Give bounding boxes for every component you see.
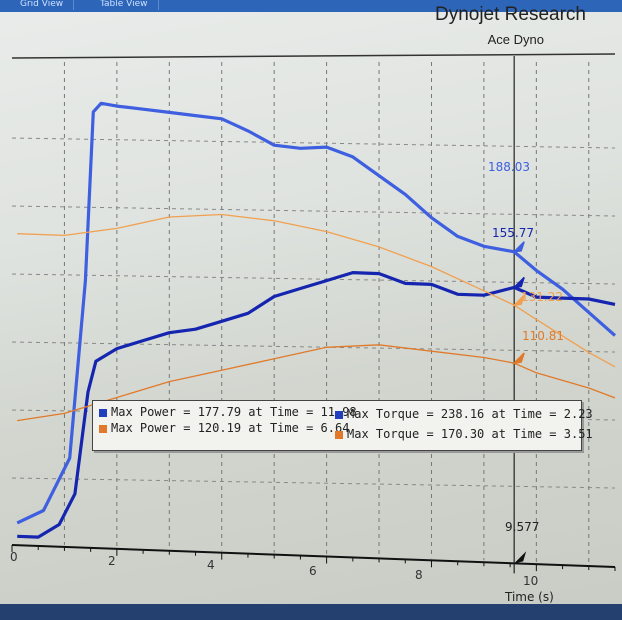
cursor-readout-orange-lower: 110.81 <box>522 329 564 343</box>
x-tick-label: 6 <box>309 564 317 578</box>
series-line-2 <box>17 271 616 539</box>
legend-row-2b: Max Torque = 170.30 at Time = 3.51 <box>335 427 593 441</box>
legend-row-1: Max Power = 177.79 at Time = 11.98 <box>99 405 357 419</box>
x-tick-label: 4 <box>207 558 215 572</box>
x-tick-label: 0 <box>10 550 18 564</box>
legend-swatch <box>335 410 343 419</box>
bottom-window-bar <box>0 604 622 620</box>
grid-line-horizontal <box>11 477 616 489</box>
cursor-readout-blue-upper: 188.03 <box>488 160 530 174</box>
x-tick-label: 10 <box>523 574 539 588</box>
page-subtitle: Ace Dyno <box>487 32 544 47</box>
cursor-axis-marker <box>514 551 527 564</box>
cursor-marker <box>512 276 525 289</box>
legend-text: Max Power = 120.19 at Time = 6.64 <box>111 421 350 435</box>
plot-top-border <box>11 53 616 59</box>
legend-text: Max Torque = 238.16 at Time = 2.23 <box>347 407 593 421</box>
cursor-readout-blue-lower: 155.77 <box>492 226 534 240</box>
legend-swatch <box>99 424 107 433</box>
grid-line-horizontal <box>11 205 616 217</box>
legend-swatch <box>99 408 107 417</box>
page-title: Dynojet Research <box>434 4 586 25</box>
tab-grid-view[interactable]: Grid View <box>10 0 75 10</box>
grid-line-horizontal <box>11 273 616 285</box>
cursor-marker <box>512 294 525 307</box>
tab-table-view[interactable]: Table View <box>90 0 159 10</box>
x-tick-label: 8 <box>415 568 423 582</box>
legend-text: Max Power = 177.79 at Time = 11.98 <box>111 405 357 419</box>
series-line-3 <box>17 213 616 368</box>
view-tab-bar: Grid View Table View <box>0 0 622 12</box>
legend-swatch <box>335 430 343 439</box>
cursor-marker <box>512 241 525 253</box>
legend-text: Max Torque = 170.30 at Time = 3.51 <box>347 427 593 441</box>
x-tick-label: 2 <box>108 554 116 568</box>
series-line-4 <box>17 344 616 422</box>
cursor-time-readout: 9.577 <box>505 520 540 534</box>
legend-row-1b: Max Torque = 238.16 at Time = 2.23 <box>335 407 593 421</box>
legend-row-2: Max Power = 120.19 at Time = 6.64 <box>99 421 349 435</box>
cursor-marker <box>512 352 525 365</box>
cursor-readout-orange-upper: 131.22 <box>521 290 563 304</box>
x-axis-label: Time (s) <box>505 590 554 604</box>
chart-legend: Max Power = 177.79 at Time = 11.98 Max T… <box>92 400 593 451</box>
series-line-1 <box>16 101 617 525</box>
